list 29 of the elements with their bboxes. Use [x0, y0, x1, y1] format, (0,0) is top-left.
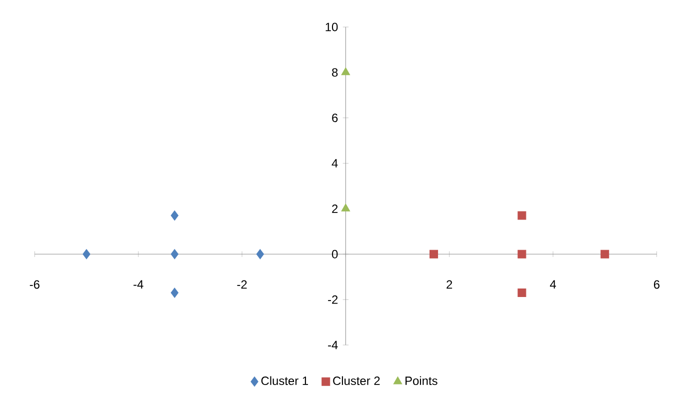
x-tick-label: -6	[30, 280, 40, 289]
legend-label: Cluster 2	[333, 376, 380, 386]
x-tick-label: -2	[237, 280, 247, 289]
y-tick-label: -2	[328, 295, 338, 304]
y-tick-label: -4	[328, 340, 338, 350]
x-tick-label: 4	[550, 280, 556, 288]
point	[341, 204, 350, 212]
y-tick-label: 4	[332, 159, 338, 168]
x-tick-label: -4	[134, 280, 144, 288]
y-tick-label: 0	[332, 250, 338, 258]
point	[341, 67, 350, 76]
point	[256, 249, 264, 260]
legend-label: Cluster 1	[261, 376, 308, 386]
point	[170, 210, 178, 221]
point	[170, 249, 178, 260]
point	[518, 250, 526, 258]
y-tick-label: 10	[326, 22, 338, 32]
x-tick-label: 2	[446, 280, 452, 289]
x-tick-label: 6	[654, 280, 660, 289]
point	[600, 250, 610, 258]
y-tick-label: 6	[332, 114, 338, 122]
y-tick-label: 8	[332, 68, 338, 77]
y-tick-label: 2	[332, 204, 338, 213]
legend-label: Points	[406, 376, 438, 386]
point	[518, 288, 526, 298]
point	[82, 249, 90, 260]
point	[170, 288, 178, 298]
point	[518, 211, 526, 220]
point	[430, 250, 438, 258]
